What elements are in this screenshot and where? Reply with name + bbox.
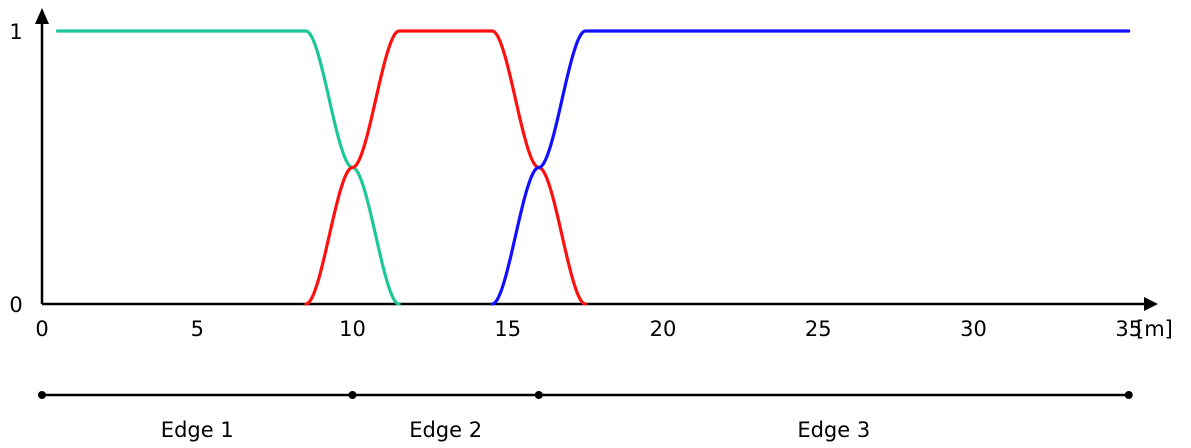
edge-label: Edge 2 xyxy=(409,418,482,442)
y-tick-label: 0 xyxy=(9,293,22,317)
edge-boundary-dot xyxy=(38,391,46,399)
x-axis-arrow xyxy=(1144,297,1158,311)
x-tick-label: 0 xyxy=(35,317,48,341)
x-tick-label: 15 xyxy=(494,317,521,341)
edge-boundary-dot xyxy=(1124,391,1133,399)
edge-boundary-dot xyxy=(348,391,357,399)
x-tick-label: 35 xyxy=(1115,317,1142,341)
edge-label: Edge 1 xyxy=(161,418,234,442)
x-tick-label: 20 xyxy=(650,317,677,341)
edge-boundary-dot xyxy=(534,391,543,399)
series-edge-1-curve xyxy=(55,29,401,306)
x-tick-label: 30 xyxy=(960,317,987,341)
edges-track: Edge 1 Edge 2 Edge 3 xyxy=(38,391,1133,442)
x-tick-label: 25 xyxy=(805,317,832,341)
tick-labels: 0 5 10 15 20 25 30 35[m] 0 1 xyxy=(9,20,1173,341)
x-axis-unit-label: [m] xyxy=(1136,317,1173,341)
axes xyxy=(35,8,1158,311)
edge-label: Edge 3 xyxy=(797,418,870,442)
series-edge-3-curve xyxy=(490,29,1131,306)
y-tick-label: 1 xyxy=(9,20,22,44)
x-tick-label: 5 xyxy=(191,317,204,341)
series-edge-2-curve xyxy=(304,29,587,306)
y-axis-arrow xyxy=(35,8,49,24)
series-layer xyxy=(55,29,1131,306)
x-tick-label: 10 xyxy=(339,317,366,341)
